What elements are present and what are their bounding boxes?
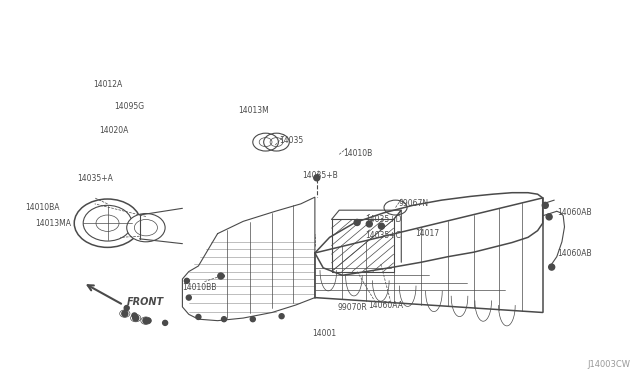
- Text: FRONT: FRONT: [127, 297, 164, 307]
- Circle shape: [250, 317, 255, 322]
- Circle shape: [146, 318, 151, 323]
- Circle shape: [221, 317, 227, 322]
- Text: 14035+D: 14035+D: [365, 215, 401, 224]
- Circle shape: [548, 264, 555, 270]
- Circle shape: [196, 314, 201, 320]
- Text: 14035+A: 14035+A: [77, 174, 113, 183]
- Circle shape: [221, 275, 224, 278]
- Text: 14060AB: 14060AB: [557, 249, 591, 258]
- Circle shape: [163, 320, 168, 326]
- Circle shape: [218, 273, 224, 279]
- Circle shape: [124, 305, 129, 311]
- Circle shape: [279, 314, 284, 319]
- Circle shape: [378, 223, 385, 229]
- Circle shape: [542, 202, 548, 208]
- Text: 14012A: 14012A: [93, 80, 122, 89]
- Text: 14010BB: 14010BB: [182, 283, 217, 292]
- Text: 99067N: 99067N: [398, 199, 428, 208]
- Text: 14010B: 14010B: [344, 149, 373, 158]
- Circle shape: [132, 313, 137, 318]
- Text: J14003CW: J14003CW: [588, 360, 630, 369]
- Text: 14035: 14035: [279, 136, 303, 145]
- Text: 14001: 14001: [312, 329, 337, 338]
- Text: 14013MA: 14013MA: [35, 219, 71, 228]
- Text: 14035+C: 14035+C: [365, 231, 401, 240]
- Circle shape: [184, 278, 189, 283]
- Text: 14010BA: 14010BA: [26, 203, 60, 212]
- Circle shape: [314, 175, 320, 181]
- Circle shape: [186, 295, 191, 300]
- Text: 14060AA: 14060AA: [368, 301, 403, 310]
- Circle shape: [132, 315, 139, 321]
- Text: 99070R: 99070R: [337, 303, 367, 312]
- Ellipse shape: [127, 214, 165, 242]
- Circle shape: [546, 214, 552, 220]
- Circle shape: [354, 219, 360, 225]
- Text: 14060AB: 14060AB: [557, 208, 591, 217]
- Text: 14035+B: 14035+B: [302, 171, 338, 180]
- Text: 14095G: 14095G: [114, 102, 144, 111]
- Text: 14013M: 14013M: [238, 106, 269, 115]
- Circle shape: [366, 221, 372, 227]
- Circle shape: [122, 311, 128, 317]
- Circle shape: [143, 318, 149, 324]
- Text: 14020A: 14020A: [99, 126, 129, 135]
- Text: 14017: 14017: [415, 229, 439, 238]
